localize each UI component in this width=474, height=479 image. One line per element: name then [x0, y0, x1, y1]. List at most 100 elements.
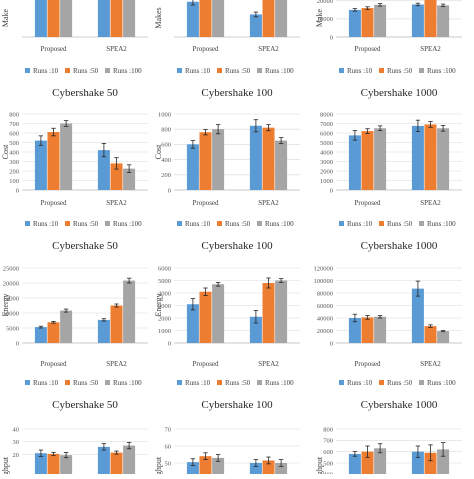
- bar-runs50: [110, 305, 123, 343]
- x-category-label: Proposed: [192, 360, 219, 368]
- bar-runs10: [411, 125, 424, 190]
- bar-runs100: [437, 128, 450, 190]
- y-tick-label: 6000: [320, 130, 333, 137]
- y-tick-label: 50: [165, 460, 172, 467]
- y-tick-label: 10000: [317, 16, 333, 23]
- y-tick-label: 20000: [3, 280, 19, 287]
- legend-swatch: [25, 221, 30, 226]
- y-tick-label: 3000: [320, 159, 333, 166]
- legend: Runs :10 Runs :50 Runs :100: [177, 220, 294, 228]
- legend-swatch: [339, 221, 344, 226]
- legend-swatch: [65, 221, 70, 226]
- y-tick-label: 600: [9, 130, 19, 137]
- y-tick-label: 40000: [317, 315, 333, 322]
- bar-runs10: [34, 0, 47, 38]
- y-tick-label: 80000: [317, 290, 333, 297]
- legend-label: Runs :50: [73, 220, 99, 228]
- y-tick-label: 700: [323, 438, 333, 445]
- y-tick-label: 0: [330, 340, 333, 347]
- y-tick-label: 20: [13, 452, 20, 459]
- x-category-label: Proposed: [354, 45, 381, 53]
- legend-swatch: [257, 380, 262, 385]
- legend: Runs :10 Runs :50 Runs :100: [177, 379, 294, 387]
- y-tick-label: 6000: [158, 265, 171, 272]
- legend-swatch: [339, 68, 344, 73]
- x-category-label: SPEA2: [420, 360, 441, 368]
- y-axis-label: Cost: [154, 144, 163, 159]
- y-tick-label: 70: [165, 426, 172, 433]
- bar-runs100: [123, 168, 136, 190]
- bar-runs50: [361, 317, 374, 343]
- bar-runs100: [275, 0, 288, 38]
- bar-runs10: [186, 144, 199, 190]
- bar-runs50: [199, 456, 212, 479]
- bar-runs100: [212, 284, 225, 343]
- bar-runs10: [186, 1, 199, 37]
- bar-runs50: [47, 322, 60, 343]
- chart-panel-row2-col2: Cybershake 100 Cost 0 200 400 600 800 1000 Propo…: [154, 87, 300, 228]
- bar-runs100: [123, 445, 136, 479]
- y-tick-label: 60: [165, 443, 172, 450]
- legend-swatch: [217, 380, 222, 385]
- x-category-label: SPEA2: [420, 199, 441, 207]
- legend-label: Runs :50: [225, 379, 251, 387]
- chart-title: Cybershake 1000: [361, 87, 438, 99]
- bar-runs10: [97, 446, 110, 479]
- legend-label: Runs :100: [265, 379, 294, 387]
- legend-swatch: [419, 68, 424, 73]
- legend-label: Runs :10: [347, 220, 373, 228]
- y-tick-label: 400: [9, 149, 19, 156]
- y-axis-label: oughput: [315, 456, 324, 474]
- legend-label: Runs :10: [33, 379, 59, 387]
- y-tick-label: 500: [9, 140, 19, 147]
- y-axis-label: Makes: [154, 7, 163, 28]
- bar-runs10: [34, 453, 47, 479]
- bar-runs10: [249, 125, 262, 190]
- y-tick-label: 20000: [317, 328, 333, 335]
- chart-panel-row2-col1: Cybershake 50 Cost 0 100 200 300 400 500 600 700 8…: [1, 87, 148, 228]
- bar-runs50: [424, 124, 437, 190]
- y-tick-label: 25000: [3, 265, 19, 272]
- y-tick-label: 7000: [320, 121, 333, 128]
- bar-runs100: [374, 316, 387, 343]
- legend: Runs :10 Runs :50 Runs :100: [339, 67, 456, 75]
- y-tick-label: 5000: [158, 278, 171, 285]
- y-tick-label: 15000: [3, 295, 19, 302]
- legend-label: Runs :10: [185, 220, 211, 228]
- y-tick-label: 0: [168, 187, 171, 194]
- y-tick-label: 20000: [317, 0, 333, 5]
- x-category-label: Proposed: [354, 199, 381, 207]
- legend-label: Runs :10: [347, 67, 373, 75]
- y-tick-label: 200: [161, 172, 171, 179]
- legend-label: Runs :10: [33, 67, 59, 75]
- x-category-label: SPEA2: [106, 360, 127, 368]
- bar-runs100: [60, 123, 73, 190]
- bar-runs100: [60, 455, 73, 479]
- bar-runs50: [47, 453, 60, 479]
- y-axis-label: oughput: [154, 456, 163, 474]
- chart-panel-row4-col2: Cybershake 100oughput40506070: [154, 399, 300, 479]
- y-tick-label: 0: [16, 187, 19, 194]
- legend-label: Runs :100: [427, 379, 456, 387]
- bar-runs10: [249, 14, 262, 38]
- x-category-label: SPEA2: [106, 199, 127, 207]
- bar-runs50: [262, 0, 275, 38]
- legend-label: Runs :100: [427, 67, 456, 75]
- legend-swatch: [65, 68, 70, 73]
- legend-label: Runs :100: [113, 67, 142, 75]
- bar-runs100: [437, 331, 450, 343]
- y-axis-label: Make: [315, 8, 324, 27]
- legend-label: Runs :100: [113, 379, 142, 387]
- y-tick-label: 800: [161, 127, 171, 134]
- y-tick-label: 5000: [320, 140, 333, 147]
- y-tick-label: 4000: [320, 149, 333, 156]
- y-axis-label: Energy: [154, 294, 163, 317]
- bar-runs50: [361, 131, 374, 190]
- chart-title: Cybershake 50: [52, 399, 118, 411]
- y-tick-label: 100000: [314, 278, 334, 285]
- legend-label: Runs :50: [387, 67, 413, 75]
- bar-runs100: [275, 140, 288, 190]
- legend-label: Runs :50: [225, 220, 251, 228]
- bar-runs100: [374, 128, 387, 190]
- chart-title: Cybershake 100: [201, 399, 273, 411]
